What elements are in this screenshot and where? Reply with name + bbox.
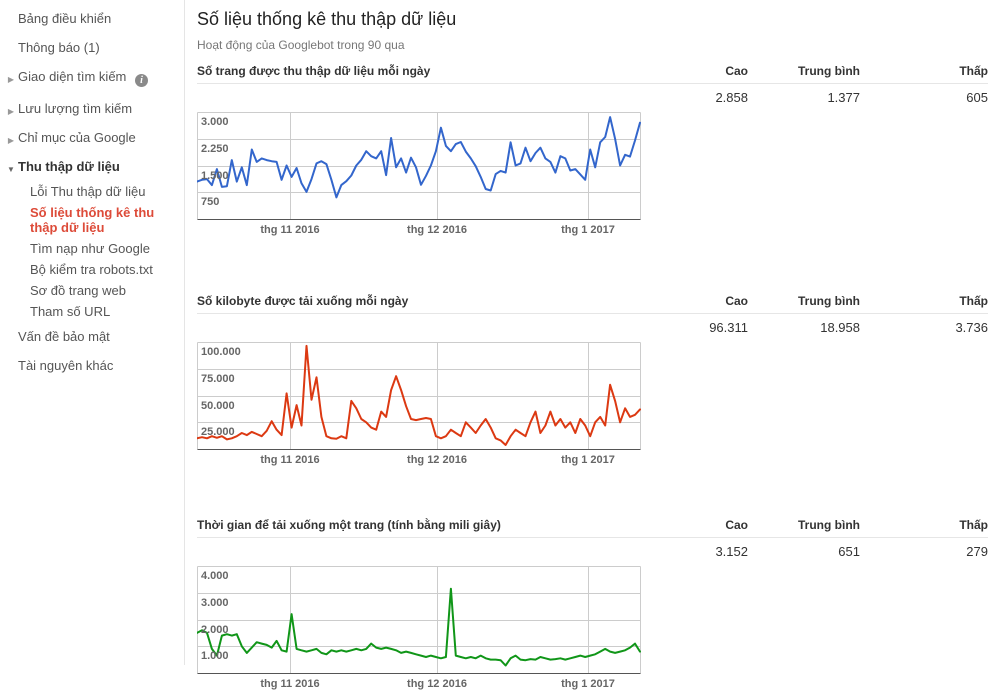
section-pages-crawled: Số trang được thu thập dữ liệu mỗi ngày …	[197, 64, 988, 238]
stat-average-value: 1.377	[827, 90, 860, 105]
svg-text:thg 11 2016: thg 11 2016	[260, 454, 319, 466]
stat-high-value: 3.152	[715, 544, 748, 559]
svg-text:4.000: 4.000	[201, 570, 229, 582]
svg-text:25.000: 25.000	[201, 426, 235, 438]
sidebar-item-sitemaps[interactable]: Sơ đồ trang web	[0, 280, 184, 301]
section-title: Thời gian để tải xuống một trang (tính b…	[197, 518, 501, 532]
sidebar-item-crawl[interactable]: ▼ Thu thập dữ liệu	[0, 152, 184, 181]
sidebar-item-url-parameters[interactable]: Tham số URL	[0, 301, 184, 322]
sidebar-item-label: Lưu lượng tìm kiếm	[18, 101, 133, 116]
svg-text:3.000: 3.000	[201, 116, 229, 128]
pages-crawled-chart[interactable]: 3.000 2.250 1.500 750 thg 11 2016 thg 12 2016…	[197, 112, 988, 238]
svg-text:50.000: 50.000	[201, 400, 235, 412]
stat-high-value: 2.858	[715, 90, 748, 105]
column-header-low: Thấp	[959, 64, 988, 78]
svg-text:thg 1 2017: thg 1 2017	[561, 678, 615, 690]
sidebar-item-label: Sơ đồ trang web	[30, 283, 126, 298]
svg-text:2.000: 2.000	[201, 624, 229, 636]
chevron-right-icon: ▶	[7, 136, 15, 145]
main-content: Số liệu thống kê thu thập dữ liệu Hoạt đ…	[185, 0, 1000, 690]
sidebar-item-other-resources[interactable]: Tài nguyên khác	[0, 351, 184, 380]
section-header: Số kilobyte được tải xuống mỗi ngày Cao …	[197, 294, 988, 314]
section-stats-row: 96.311 18.958 3.736	[197, 314, 988, 340]
sidebar-item-dashboard[interactable]: Bảng điều khiển	[0, 4, 184, 33]
page-title: Số liệu thống kê thu thập dữ liệu	[197, 9, 457, 29]
sidebar-item-security-issues[interactable]: Vấn đề bảo mật	[0, 322, 184, 351]
sidebar-item-messages[interactable]: Thông báo (1)	[0, 33, 184, 62]
chevron-down-icon: ▼	[7, 165, 15, 174]
column-header-high: Cao	[725, 518, 748, 532]
stat-low-value: 279	[966, 544, 988, 559]
stat-average-value: 651	[838, 544, 860, 559]
stat-high-value: 96.311	[709, 320, 748, 335]
svg-text:thg 12 2016: thg 12 2016	[407, 224, 467, 236]
svg-text:75.000: 75.000	[201, 373, 235, 385]
svg-text:thg 12 2016: thg 12 2016	[407, 678, 467, 690]
download-time-chart[interactable]: 4.000 3.000 2.000 1.000 thg 11 2016 thg 12 20…	[197, 566, 988, 692]
section-title: Số trang được thu thập dữ liệu mỗi ngày	[197, 64, 431, 78]
svg-text:thg 1 2017: thg 1 2017	[561, 454, 615, 466]
sidebar-menu: Bảng điều khiển Thông báo (1) ▶ Giao diệ…	[0, 4, 184, 380]
svg-text:thg 1 2017: thg 1 2017	[561, 224, 615, 236]
sidebar-item-label: Thông báo (1)	[18, 40, 100, 55]
info-icon[interactable]: i	[135, 74, 148, 87]
stat-low-value: 3.736	[955, 320, 988, 335]
sidebar-item-label: Tìm nạp như Google	[30, 241, 150, 256]
svg-text:1.500: 1.500	[201, 170, 229, 182]
sidebar-item-search-appearance[interactable]: ▶ Giao diện tìm kiếm i	[0, 62, 184, 94]
page-subtitle: Hoạt động của Googlebot trong 90 qua	[197, 38, 405, 52]
sidebar: Bảng điều khiển Thông báo (1) ▶ Giao diệ…	[0, 0, 185, 665]
section-stats-row: 2.858 1.377 605	[197, 84, 988, 110]
column-header-average: Trung bình	[798, 294, 860, 308]
svg-text:thg 11 2016: thg 11 2016	[260, 678, 319, 690]
svg-text:100.000: 100.000	[201, 346, 241, 358]
column-header-average: Trung bình	[798, 64, 860, 78]
svg-text:thg 12 2016: thg 12 2016	[407, 454, 467, 466]
stat-low-value: 605	[966, 90, 988, 105]
sidebar-item-label: Tài nguyên khác	[18, 358, 114, 373]
sidebar-item-label: Số liệu thống kê thu thập dữ liệu	[30, 205, 155, 235]
column-header-high: Cao	[725, 294, 748, 308]
sidebar-item-label: Chỉ mục của Google	[18, 130, 136, 145]
section-header: Số trang được thu thập dữ liệu mỗi ngày …	[197, 64, 988, 84]
svg-text:thg 11 2016: thg 11 2016	[260, 224, 319, 236]
kilobytes-downloaded-chart[interactable]: 100.000 75.000 50.000 25.000 thg 11 2016 thg …	[197, 342, 988, 468]
sidebar-item-label: Bảng điều khiển	[18, 11, 112, 26]
svg-text:750: 750	[201, 196, 219, 208]
sidebar-item-label: Giao diện tìm kiếm	[18, 69, 127, 84]
sidebar-item-crawl-errors[interactable]: Lỗi Thu thập dữ liệu	[0, 181, 184, 202]
sidebar-item-robots-tester[interactable]: Bộ kiểm tra robots.txt	[0, 259, 184, 280]
sidebar-item-label: Bộ kiểm tra robots.txt	[30, 262, 153, 277]
chevron-right-icon: ▶	[7, 75, 15, 84]
sidebar-item-label: Vấn đề bảo mật	[18, 329, 110, 344]
sidebar-item-crawl-stats[interactable]: Số liệu thống kê thu thập dữ liệu	[0, 202, 184, 238]
sidebar-item-label: Thu thập dữ liệu	[18, 159, 120, 174]
sidebar-item-google-index[interactable]: ▶ Chỉ mục của Google	[0, 123, 184, 152]
section-kilobytes-downloaded: Số kilobyte được tải xuống mỗi ngày Cao …	[197, 294, 988, 468]
section-download-time: Thời gian để tải xuống một trang (tính b…	[197, 518, 988, 692]
sidebar-item-fetch-as-google[interactable]: Tìm nạp như Google	[0, 238, 184, 259]
section-title: Số kilobyte được tải xuống mỗi ngày	[197, 294, 409, 308]
sidebar-item-label: Lỗi Thu thập dữ liệu	[30, 184, 146, 199]
column-header-low: Thấp	[959, 294, 988, 308]
column-header-low: Thấp	[959, 518, 988, 532]
sidebar-item-search-traffic[interactable]: ▶ Lưu lượng tìm kiếm	[0, 94, 184, 123]
section-stats-row: 3.152 651 279	[197, 538, 988, 564]
svg-text:3.000: 3.000	[201, 597, 229, 609]
stat-average-value: 18.958	[820, 320, 860, 335]
svg-text:2.250: 2.250	[201, 143, 229, 155]
column-header-high: Cao	[725, 64, 748, 78]
section-header: Thời gian để tải xuống một trang (tính b…	[197, 518, 988, 538]
svg-text:1.000: 1.000	[201, 650, 229, 662]
chevron-right-icon: ▶	[7, 107, 15, 116]
sidebar-item-label: Tham số URL	[30, 304, 111, 319]
column-header-average: Trung bình	[798, 518, 860, 532]
